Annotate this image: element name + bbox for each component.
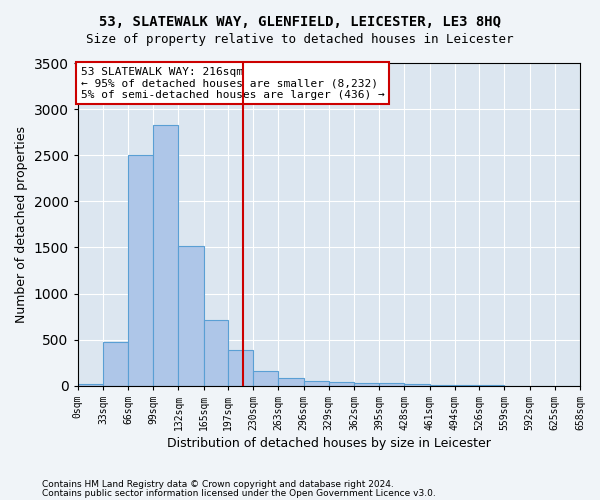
Text: Size of property relative to detached houses in Leicester: Size of property relative to detached ho… (86, 32, 514, 46)
Bar (253, 372, 278, 386)
Bar (78, 384, 103, 386)
Text: 53 SLATEWALK WAY: 216sqm
← 95% of detached houses are smaller (8,232)
5% of semi: 53 SLATEWALK WAY: 216sqm ← 95% of detach… (81, 66, 385, 100)
Bar (404, 384, 430, 386)
Bar (128, 155, 153, 386)
Bar (304, 380, 329, 386)
Y-axis label: Number of detached properties: Number of detached properties (15, 126, 28, 323)
Bar (178, 246, 203, 386)
Text: 53, SLATEWALK WAY, GLENFIELD, LEICESTER, LE3 8HQ: 53, SLATEWALK WAY, GLENFIELD, LEICESTER,… (99, 15, 501, 29)
Bar (153, 125, 178, 386)
Bar (379, 384, 404, 386)
Bar (103, 342, 128, 386)
Bar (203, 320, 228, 386)
X-axis label: Distribution of detached houses by size in Leicester: Distribution of detached houses by size … (167, 437, 491, 450)
Bar (354, 382, 379, 386)
Text: Contains public sector information licensed under the Open Government Licence v3: Contains public sector information licen… (42, 489, 436, 498)
Bar (430, 385, 455, 386)
Bar (329, 382, 354, 386)
Bar (278, 378, 304, 386)
Text: Contains HM Land Registry data © Crown copyright and database right 2024.: Contains HM Land Registry data © Crown c… (42, 480, 394, 489)
Bar (228, 350, 253, 386)
